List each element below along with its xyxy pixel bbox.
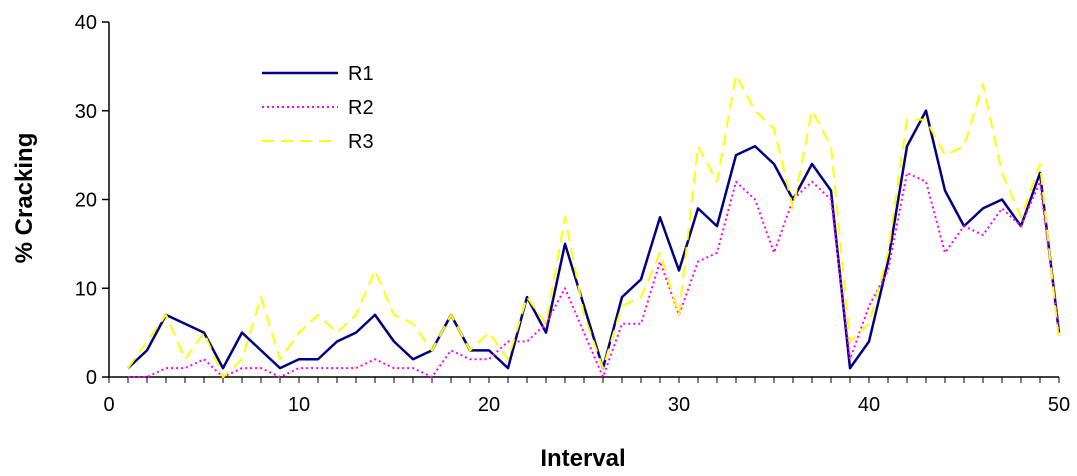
legend-label-r3: R3 — [348, 131, 374, 153]
x-axis: 0 10 20 30 40 50 — [103, 376, 1070, 416]
x-tick-label: 20 — [478, 394, 500, 416]
x-tick-label: 50 — [1048, 394, 1070, 416]
legend: R1 R2 R3 — [262, 63, 374, 153]
series-line-r2 — [128, 171, 1060, 378]
series-line-r1 — [127, 109, 1061, 370]
y-tick-label: 30 — [75, 101, 97, 123]
y-tick-label: 20 — [75, 190, 97, 212]
x-tick-label: 0 — [103, 394, 114, 416]
x-tick-label: 40 — [858, 394, 880, 416]
x-tick-label: 10 — [288, 394, 310, 416]
series-line-r3 — [127, 74, 1060, 378]
legend-label-r2: R2 — [348, 97, 374, 119]
y-axis-title: % Cracking — [11, 133, 38, 264]
legend-label-r1: R1 — [348, 63, 374, 85]
y-tick-label: 0 — [86, 367, 97, 389]
y-tick-label: 40 — [75, 12, 97, 34]
y-tick-label: 10 — [75, 278, 97, 300]
series-lines — [127, 74, 1061, 378]
x-tick-label: 30 — [668, 394, 690, 416]
x-axis-title: Interval — [540, 445, 625, 472]
y-axis: 0 10 20 30 40 — [75, 12, 110, 389]
